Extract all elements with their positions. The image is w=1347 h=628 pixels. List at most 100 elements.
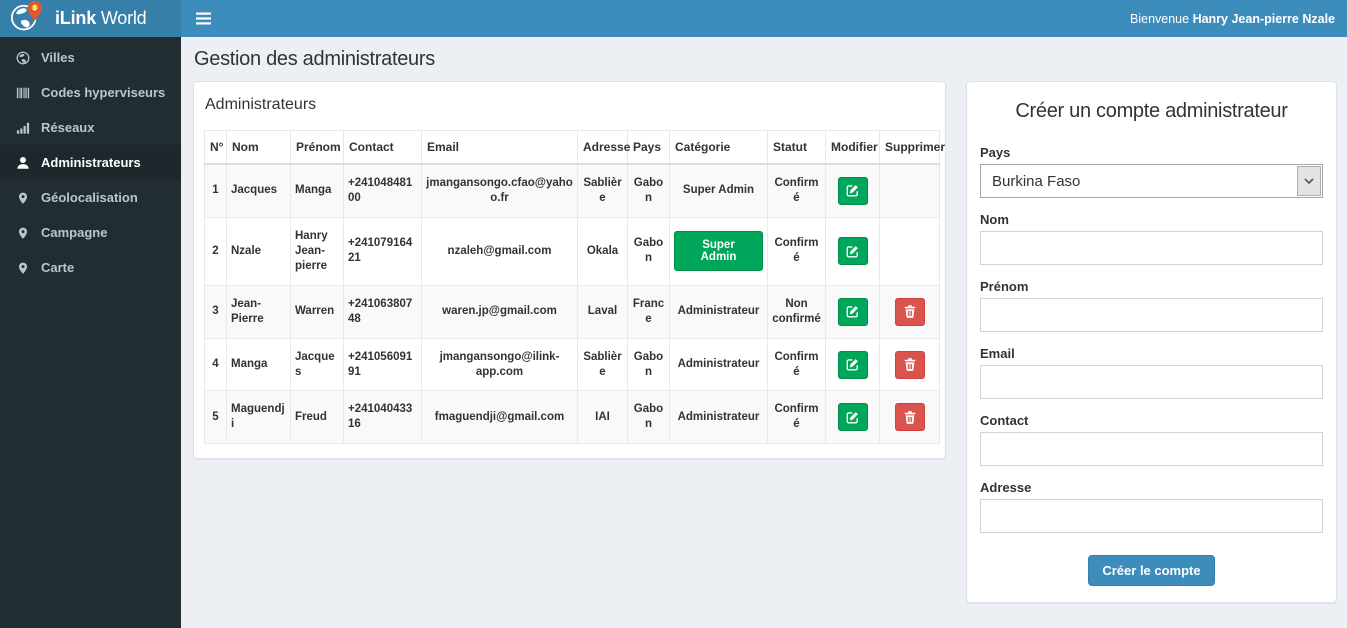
pays-label: Pays: [980, 145, 1011, 160]
map-marker-icon: [15, 226, 31, 240]
cell-adresse: IAI: [577, 390, 628, 445]
cell-numero: 4: [204, 337, 227, 392]
column-header-modifier: Modifier: [825, 130, 880, 165]
column-header-email: Email: [421, 130, 578, 165]
cell-numero: 1: [204, 163, 227, 218]
cell-email: jmangansongo@ilink-app.com: [421, 337, 578, 392]
cell-adresse: Okala: [577, 216, 628, 286]
cell-categorie: Administrateur: [669, 337, 768, 392]
adresse-input[interactable]: [980, 499, 1323, 533]
column-header-prenom: Prénom: [290, 130, 344, 165]
table-row: 2 Nzale Hanry Jean-pierre +24107916421 nzale…: [204, 216, 940, 286]
column-header-categorie: Catégorie: [669, 130, 768, 165]
edit-button[interactable]: [837, 403, 868, 432]
cell-numero: 2: [204, 216, 227, 286]
column-header-supprimer: Supprimer: [879, 130, 945, 165]
table-row: 4 Manga Jacques +24105609191 jmangansongo@il…: [204, 337, 940, 392]
categorie-text: Super Admin: [682, 184, 755, 197]
create-account-button[interactable]: Créer le compte: [1088, 555, 1215, 586]
column-header-pays: Pays: [627, 130, 670, 165]
cell-email: fmaguendji@gmail.com: [421, 390, 578, 445]
cell-email: waren.jp@gmail.com: [421, 284, 578, 339]
sidebar-item-codes-hyperviseurs[interactable]: Codes hyperviseurs: [0, 75, 181, 110]
cell-prenom: Jacques: [290, 337, 344, 392]
cell-nom: Jacques: [226, 163, 291, 218]
cell-prenom: Freud: [290, 390, 344, 445]
sidebar-item-label: Villes: [41, 50, 75, 65]
sidebar-item-label: Carte: [41, 260, 75, 275]
cell-adresse: Laval: [577, 284, 628, 339]
email-label: Email: [980, 346, 1015, 361]
categorie-text: Administrateur: [677, 358, 760, 371]
cell-nom: Jean-Pierre: [226, 284, 291, 339]
delete-button[interactable]: [894, 403, 925, 432]
sidebar: Villes Codes hyperviseurs Réseaux Administr…: [0, 37, 181, 628]
categorie-text: Administrateur: [677, 410, 760, 423]
brand-logo[interactable]: $ iLink World: [0, 0, 181, 37]
cell-contact: +24105609191: [343, 337, 422, 392]
navbar: Bienvenue Hanry Jean-pierre Nzale: [181, 0, 1347, 37]
cell-contact: +24104043316: [343, 390, 422, 445]
column-header-statut: Statut: [767, 130, 826, 165]
globe-icon: [15, 51, 31, 65]
super-admin-badge-button[interactable]: Super Admin: [674, 231, 763, 272]
create-admin-panel: Créer un compte administrateur Pays Burki…: [966, 81, 1337, 603]
contact-label: Contact: [980, 413, 1029, 428]
user-icon: [15, 156, 31, 170]
cell-statut: Non confirmé: [767, 284, 826, 339]
cell-supprimer: [879, 284, 940, 339]
cell-prenom: Hanry Jean-pierre: [290, 216, 344, 286]
create-admin-title: Créer un compte administrateur: [1015, 100, 1288, 122]
cell-numero: 3: [204, 284, 227, 339]
table-header-row: N° Nom Prénom Contact Email Adresse Pays Catégo…: [204, 130, 945, 165]
cell-statut: Confirmé: [767, 337, 826, 392]
cell-pays: Gabon: [627, 163, 670, 218]
edit-button[interactable]: [837, 297, 868, 326]
email-input[interactable]: [980, 365, 1323, 399]
sidebar-item-villes[interactable]: Villes: [0, 40, 181, 75]
map-marker-icon: [15, 191, 31, 205]
sidebar-item-carte[interactable]: Carte: [0, 250, 181, 285]
column-header-adresse: Adresse: [577, 130, 630, 165]
cell-nom: Manga: [226, 337, 291, 392]
welcome-message: Bienvenue Hanry Jean-pierre Nzale: [1130, 11, 1335, 26]
menu-icon[interactable]: [191, 7, 215, 31]
cell-categorie: Super Admin: [669, 163, 768, 218]
edit-button[interactable]: [837, 237, 868, 266]
cell-statut: Confirmé: [767, 216, 826, 286]
sidebar-item-geolocalisation[interactable]: Géolocalisation: [0, 180, 181, 215]
delete-button[interactable]: [894, 350, 925, 379]
sidebar-item-administrateurs[interactable]: Administrateurs: [0, 145, 181, 180]
adresse-label: Adresse: [980, 480, 1032, 495]
field-pays: Pays Burkina Faso: [980, 145, 1323, 198]
cell-nom: Maguendji: [226, 390, 291, 445]
sidebar-item-reseaux[interactable]: Réseaux: [0, 110, 181, 145]
categorie-text: Administrateur: [677, 305, 760, 318]
nom-input[interactable]: [980, 231, 1323, 265]
cell-modifier: [825, 337, 880, 392]
administrators-panel-title: Administrateurs: [205, 96, 317, 113]
cell-categorie: Administrateur: [669, 284, 768, 339]
delete-button[interactable]: [894, 297, 925, 326]
globe-pin-logo-icon: $: [9, 0, 45, 38]
main-content: Gestion des administrateurs Administrate…: [181, 37, 1347, 628]
contact-input[interactable]: [980, 432, 1323, 466]
cell-statut: Confirmé: [767, 390, 826, 445]
cell-nom: Nzale: [226, 216, 291, 286]
cell-supprimer: [879, 216, 940, 286]
field-adresse: Adresse: [980, 480, 1323, 533]
column-header-contact: Contact: [343, 130, 422, 165]
cell-contact: +24106380748: [343, 284, 422, 339]
barcode-icon: [15, 86, 31, 100]
edit-button[interactable]: [837, 176, 868, 205]
prenom-label: Prénom: [980, 279, 1029, 294]
cell-supprimer: [879, 390, 940, 445]
prenom-input[interactable]: [980, 298, 1323, 332]
cell-supprimer: [879, 163, 940, 218]
sidebar-item-campagne[interactable]: Campagne: [0, 215, 181, 250]
edit-button[interactable]: [837, 350, 868, 379]
sidebar-item-label: Réseaux: [41, 120, 95, 135]
table-row: 1 Jacques Manga +24104848100 jmangansongo.cf…: [204, 163, 940, 218]
chevron-down-icon: [1297, 166, 1321, 196]
pays-select[interactable]: Burkina Faso: [980, 164, 1323, 198]
